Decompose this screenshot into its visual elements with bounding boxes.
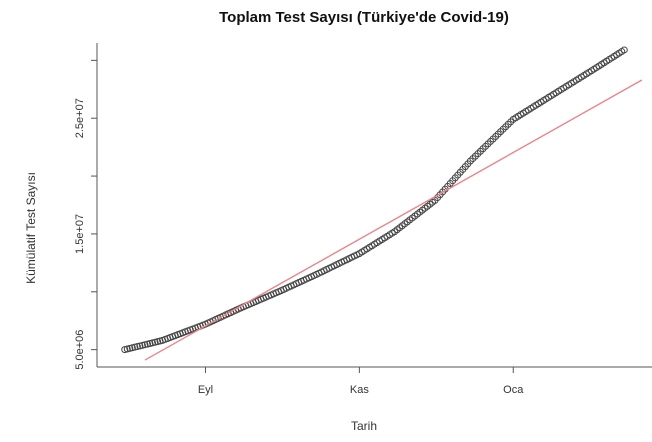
y-axis-label: Kümülatif Test Sayısı (24, 172, 38, 284)
plot-area: 5.0e+06 1.5e+07 2.5e+07 Eyl Kas Oca (74, 43, 652, 396)
data-point-198 (620, 46, 628, 54)
y-tick-label-2: 1.5e+07 (74, 214, 86, 254)
x-axis-label: Tarih (351, 419, 377, 433)
chart-title: Toplam Test Sayısı (Türkiye'de Covid-19) (219, 9, 509, 26)
y-tick-label-0: 5.0e+06 (74, 330, 86, 370)
x-tick-label-1: Kas (350, 384, 369, 396)
y-tick-label-4: 2.5e+07 (74, 98, 86, 138)
x-tick-label-2: Oca (503, 384, 524, 396)
fit-line (144, 79, 643, 361)
x-tick-label-0: Eyl (198, 384, 213, 396)
